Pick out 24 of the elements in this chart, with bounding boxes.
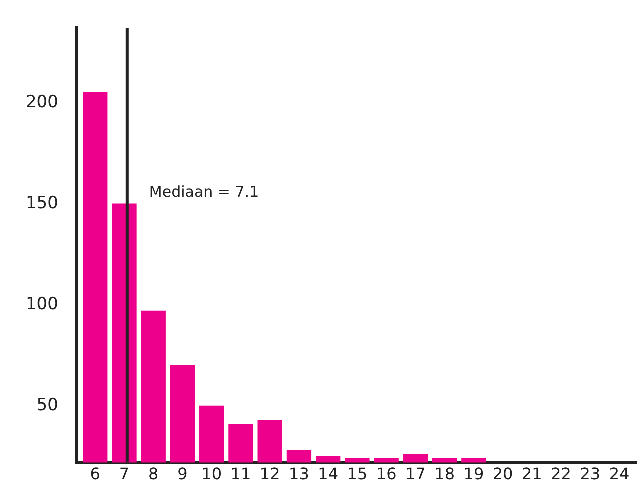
ref-line-label: Mediaan = 7.1 [149,183,260,202]
x-tick-label: 19 [464,464,484,484]
x-tick-label: 24 [609,464,630,484]
y-tick-label: 50 [36,396,58,416]
x-tick-label: 16 [376,464,397,484]
y-tick-label: 100 [26,294,58,315]
x-tick-label: 21 [522,464,542,484]
x-tick-label: 17 [406,464,426,484]
x-tick-label: 22 [551,464,572,484]
x-tick-label: 12 [260,464,280,484]
y-tick-label: 150 [26,193,58,214]
x-tick-label: 20 [492,464,514,484]
x-tick-label: 11 [230,464,252,484]
x-tick-label: 6 [90,464,100,484]
x-tick-label: 15 [347,464,368,484]
x-tick-label: 9 [178,464,188,484]
x-tick-label: 13 [289,464,310,484]
y-tick-label: 200 [26,92,58,112]
x-tick-label: 7 [119,464,130,484]
x-tick-label: 8 [148,464,159,484]
x-tick-label: 10 [202,464,222,484]
x-tick-label: 23 [580,464,601,484]
x-tick-label: 18 [434,464,455,484]
x-tick-label: 14 [318,464,339,484]
